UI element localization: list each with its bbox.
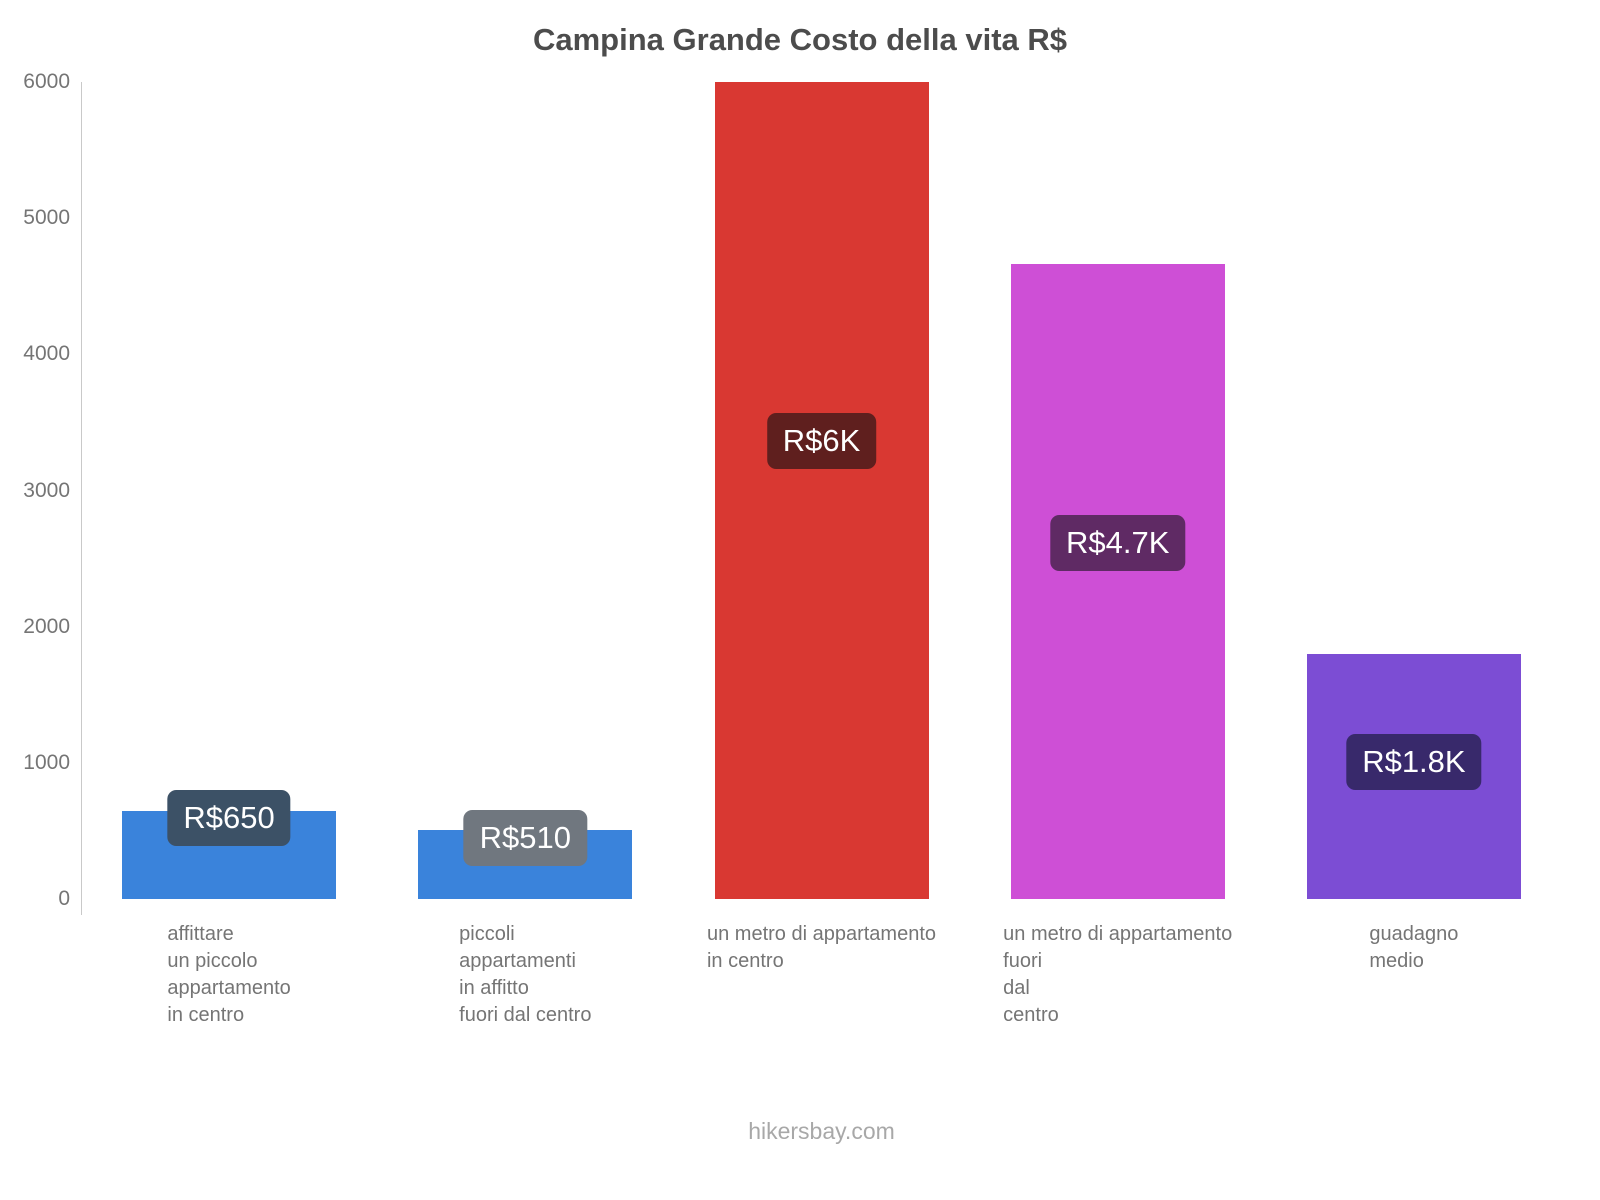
y-tick-5000: 5000 bbox=[23, 206, 70, 230]
x-label-line: guadagno bbox=[1369, 923, 1459, 945]
y-axis: 0 1000 2000 3000 4000 5000 6000 bbox=[0, 0, 81, 1000]
x-label-2: un metro di appartamento in centro bbox=[707, 921, 936, 975]
x-label-line: centro bbox=[1003, 1004, 1059, 1026]
y-tick-6000: 6000 bbox=[23, 70, 70, 93]
y-tick-3000: 3000 bbox=[23, 478, 70, 502]
chart-title: Campina Grande Costo della vita R$ bbox=[532, 22, 1068, 57]
x-axis-labels: affittare un piccolo appartamento in centro… bbox=[0, 921, 1600, 1041]
footer-watermark: hikersbay.com bbox=[748, 1118, 895, 1144]
x-label-line: appartamento bbox=[167, 977, 291, 999]
x-label-line: un metro di appartamento bbox=[706, 923, 937, 945]
x-label-line: piccoli bbox=[459, 923, 515, 945]
x-label-line: in centro bbox=[706, 950, 784, 972]
x-label-line: un metro di appartamento bbox=[1003, 923, 1233, 945]
x-label-4: guadagno medio bbox=[1369, 921, 1458, 975]
x-label-line: in centro bbox=[167, 1004, 245, 1026]
y-tick-1000: 1000 bbox=[23, 750, 70, 774]
y-tick-0: 0 bbox=[58, 887, 70, 910]
value-label-4: R$1.8K bbox=[1346, 733, 1482, 790]
x-label-line: fuori dal centro bbox=[459, 1004, 592, 1026]
x-label-line: appartamenti bbox=[459, 950, 576, 972]
x-label-line: un piccolo bbox=[167, 950, 258, 972]
value-label-2: R$6K bbox=[766, 413, 877, 470]
bar-3 bbox=[1010, 263, 1225, 899]
x-label-line: medio bbox=[1369, 950, 1424, 972]
y-tick-2000: 2000 bbox=[23, 614, 70, 638]
x-label-line: in affitto bbox=[459, 977, 529, 999]
x-label-line: fuori bbox=[1003, 950, 1043, 972]
bar-2 bbox=[714, 82, 929, 899]
value-label-0: R$650 bbox=[167, 790, 291, 847]
x-label-line: affittare bbox=[167, 923, 234, 945]
x-label-3: un metro di appartamento fuori dal centro bbox=[1003, 921, 1232, 1029]
x-label-line: dal bbox=[1003, 977, 1030, 999]
value-label-3: R$4.7K bbox=[1049, 515, 1186, 572]
y-tick-4000: 4000 bbox=[23, 342, 70, 366]
value-label-1: R$510 bbox=[463, 809, 587, 866]
y-axis-line bbox=[81, 82, 82, 915]
x-label-0: affittare un piccolo appartamento in centro bbox=[167, 921, 290, 1029]
plot-area: R$650 R$510 R$6K R$4.7K R$1.8K bbox=[81, 82, 1562, 899]
x-label-1: piccoli appartamenti in affitto fuori dal c… bbox=[459, 921, 591, 1029]
